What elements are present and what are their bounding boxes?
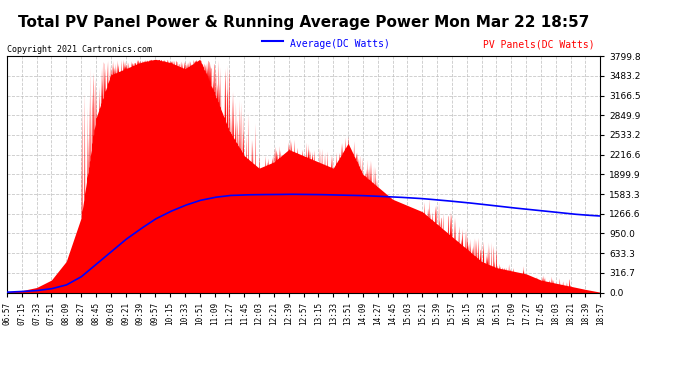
Text: Copyright 2021 Cartronics.com: Copyright 2021 Cartronics.com (7, 45, 152, 54)
Text: Total PV Panel Power & Running Average Power Mon Mar 22 18:57: Total PV Panel Power & Running Average P… (18, 15, 589, 30)
Text: Average(DC Watts): Average(DC Watts) (290, 39, 390, 50)
Text: PV Panels(DC Watts): PV Panels(DC Watts) (483, 39, 595, 50)
